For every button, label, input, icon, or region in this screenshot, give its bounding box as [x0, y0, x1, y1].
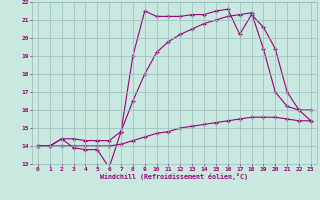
X-axis label: Windchill (Refroidissement éolien,°C): Windchill (Refroidissement éolien,°C): [100, 173, 248, 180]
